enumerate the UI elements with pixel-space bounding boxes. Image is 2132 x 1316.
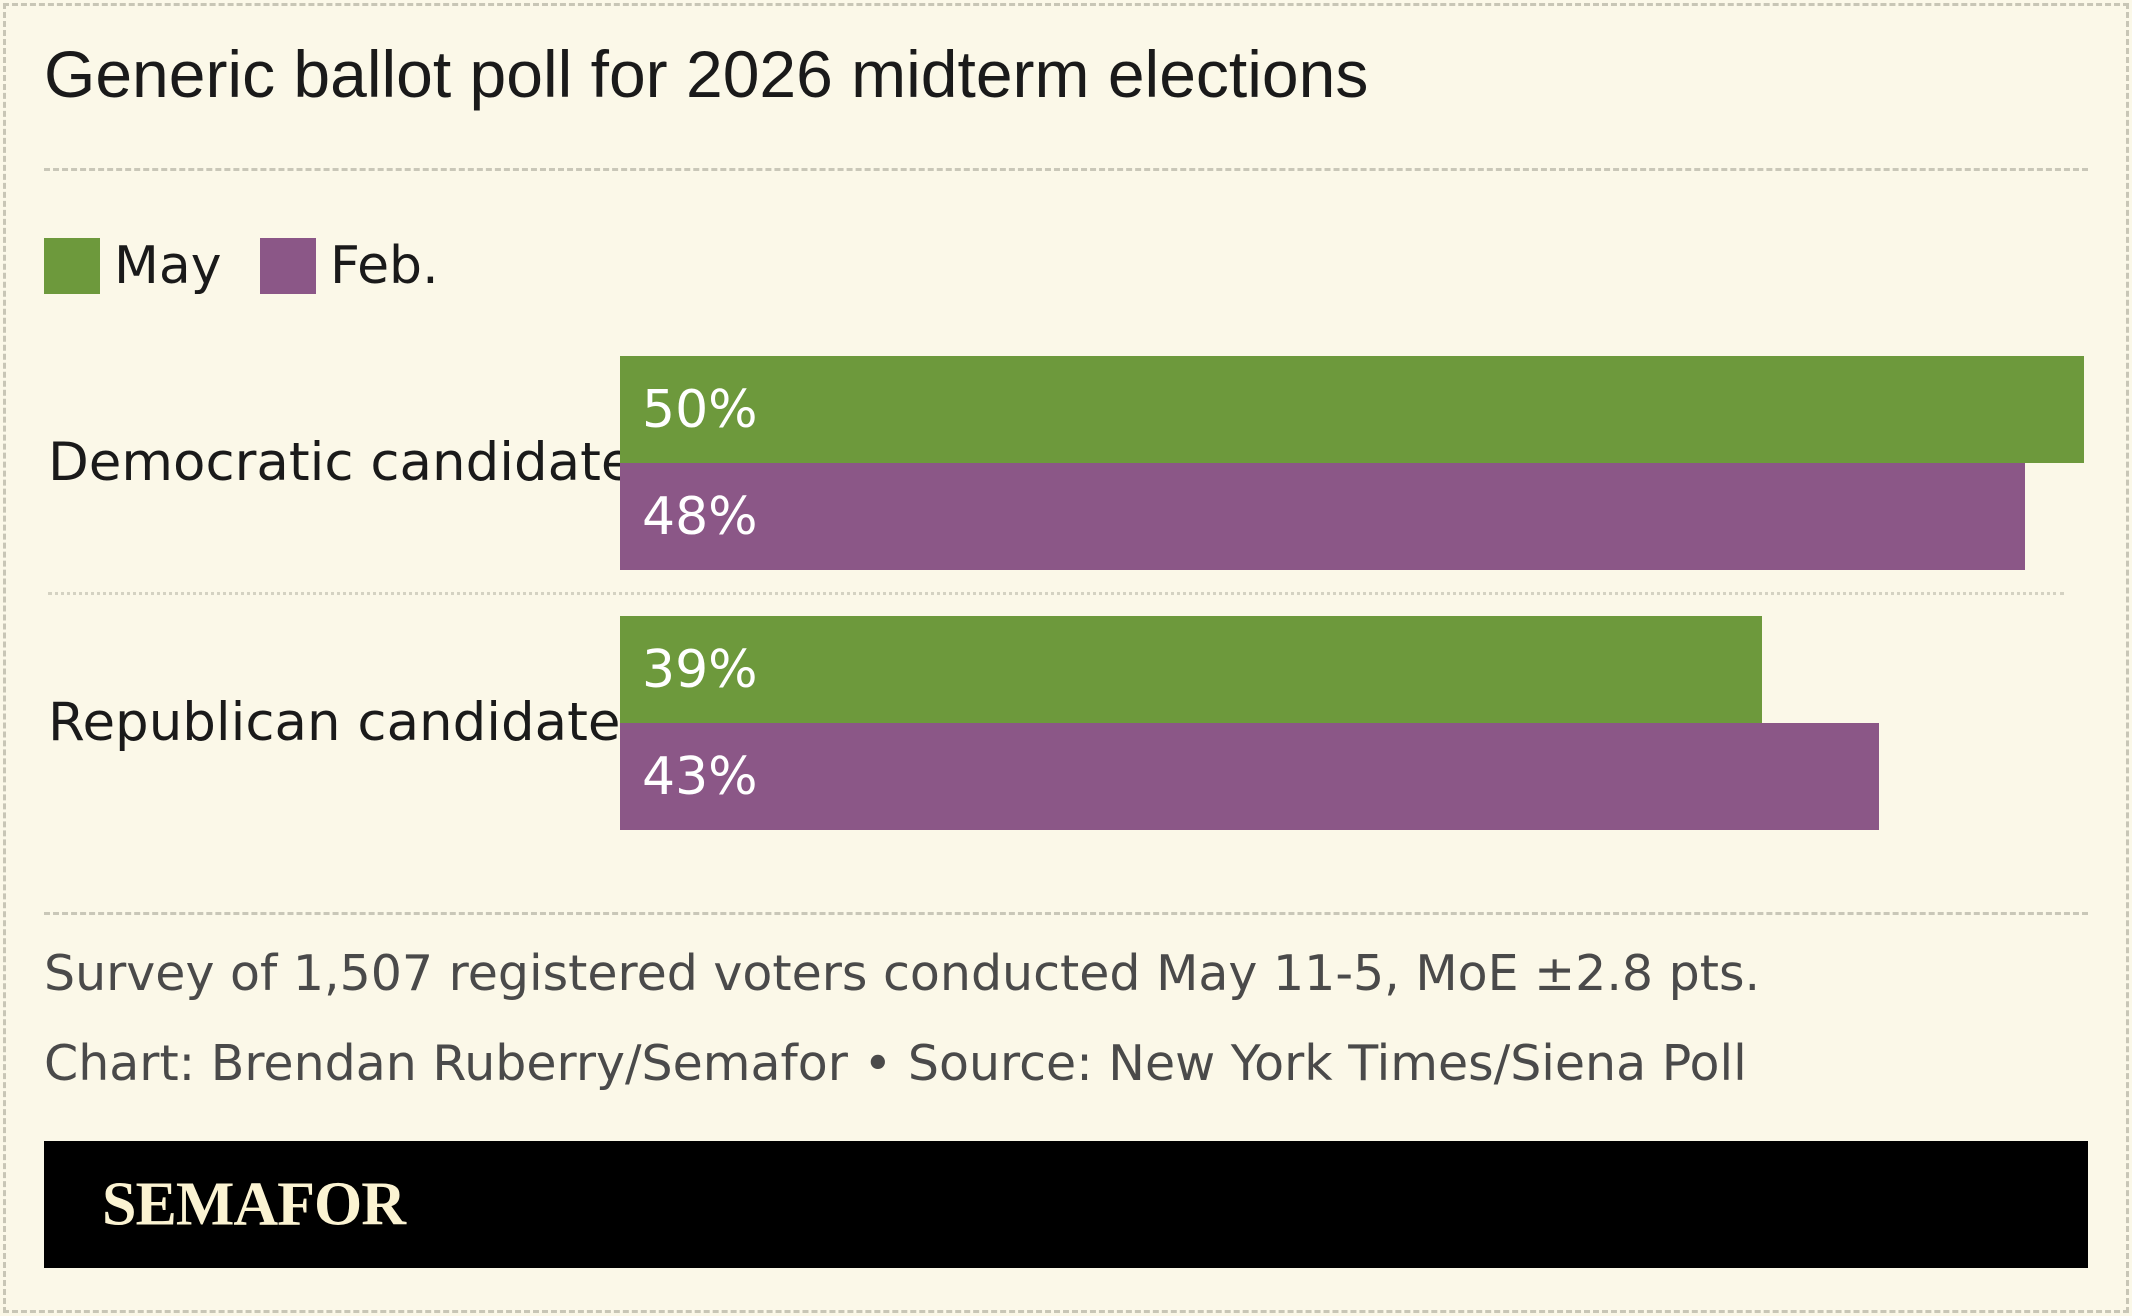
footer-bar: SEMAFOR xyxy=(44,1141,2088,1268)
credit-line: Chart: Brendan Ruberry/Semafor • Source:… xyxy=(44,1035,1747,1092)
survey-note: Survey of 1,507 registered voters conduc… xyxy=(44,945,1761,1002)
chart-frame xyxy=(3,3,2129,1313)
legend-item-may: May xyxy=(44,236,222,296)
legend-item-feb: Feb. xyxy=(260,236,439,296)
bar-republican-candidate-feb: 43% xyxy=(620,723,1880,830)
legend-swatch-feb xyxy=(260,238,316,294)
category-label-republican-candidate: Republican candidate xyxy=(48,692,621,753)
bar-democratic-candidate-may: 50% xyxy=(620,356,2084,463)
chart-title: Generic ballot poll for 2026 midterm ele… xyxy=(44,37,1369,111)
legend-label-feb: Feb. xyxy=(330,236,439,296)
legend-label-may: May xyxy=(114,236,222,296)
category-label-democratic-candidate: Democratic candidate xyxy=(48,432,634,493)
bar-value-label: 43% xyxy=(642,746,758,807)
legend-swatch-may xyxy=(44,238,100,294)
group-separator xyxy=(48,592,2064,595)
notes-divider xyxy=(44,912,2088,915)
bar-value-label: 39% xyxy=(642,639,758,700)
bar-value-label: 50% xyxy=(642,379,758,440)
semafor-logo: SEMAFOR xyxy=(102,1170,406,1238)
bar-democratic-candidate-feb: 48% xyxy=(620,463,2026,570)
bar-value-label: 48% xyxy=(642,486,758,547)
title-divider xyxy=(44,168,2088,171)
bar-republican-candidate-may: 39% xyxy=(620,616,1762,723)
